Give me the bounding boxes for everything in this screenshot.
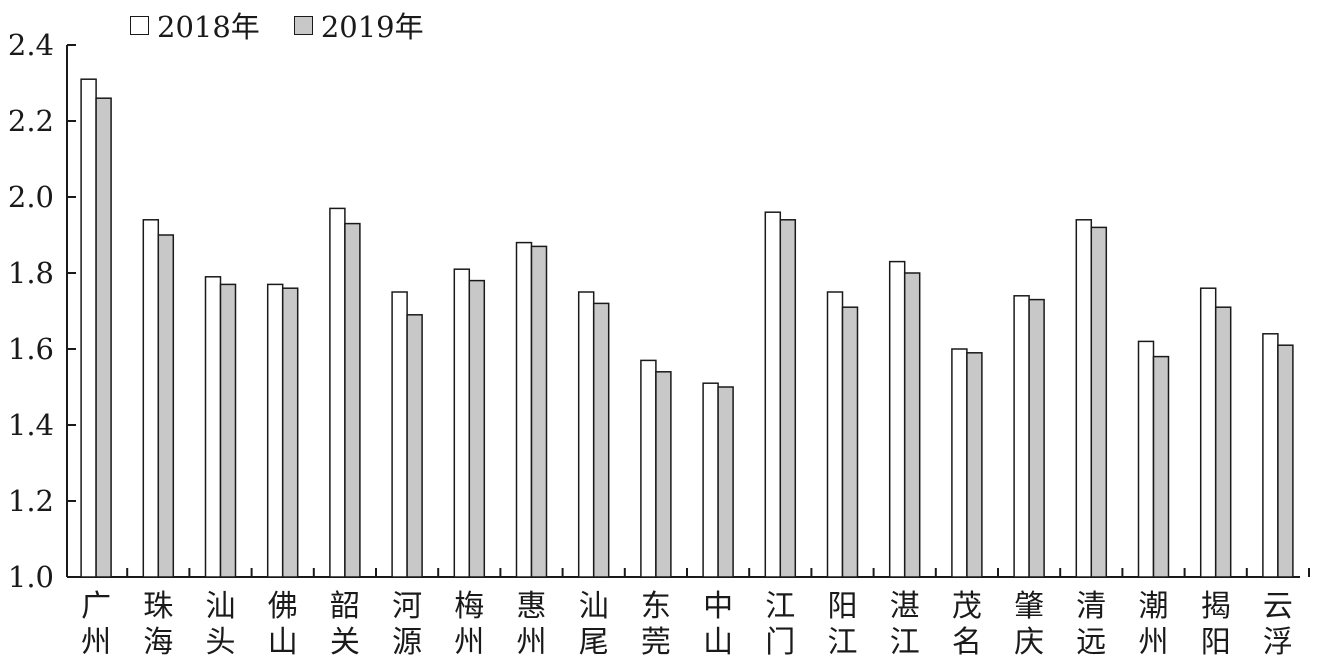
bar-2018 bbox=[204, 276, 222, 578]
bar-2018 bbox=[951, 348, 968, 578]
x-tick-label: 清远 bbox=[1076, 589, 1106, 660]
bar-2019 bbox=[966, 352, 983, 578]
bar-2018 bbox=[142, 219, 160, 578]
bar-2018 bbox=[1075, 219, 1093, 578]
bar-2019 bbox=[1090, 226, 1108, 578]
y-tick-label: 1.2 bbox=[8, 484, 54, 518]
x-tick-label: 东莞 bbox=[641, 589, 671, 660]
y-tick-label: 2.0 bbox=[8, 180, 54, 214]
x-tick-label: 河源 bbox=[392, 589, 422, 660]
bar-2018 bbox=[1137, 340, 1155, 578]
x-tick-label: 广州 bbox=[81, 589, 111, 660]
legend-item-2019: 2019年 bbox=[293, 4, 424, 46]
bar-2018 bbox=[266, 283, 284, 578]
bar-2019 bbox=[903, 272, 921, 578]
x-tick-label: 江门 bbox=[765, 589, 795, 660]
bar-2019 bbox=[1214, 306, 1232, 578]
bar-2018 bbox=[702, 382, 719, 578]
x-tick-label: 韶关 bbox=[330, 589, 360, 660]
tick-labels: 1.0 1.2 1.4 1.6 1.8 2.0 2.2 2.4 广州珠海汕头佛山韶关河源梅州惠州… bbox=[8, 28, 1293, 660]
bar-2019 bbox=[717, 386, 734, 578]
x-tick-label: 中山 bbox=[703, 589, 733, 660]
x-tick-label: 云浮 bbox=[1263, 589, 1293, 660]
y-tick-label: 2.2 bbox=[8, 104, 54, 138]
bar-2018 bbox=[640, 359, 657, 578]
bar-2019 bbox=[281, 287, 299, 578]
bar-2018 bbox=[1199, 287, 1217, 578]
y-tick-label: 1.0 bbox=[8, 560, 54, 594]
x-tick-label: 茂名 bbox=[952, 589, 982, 660]
legend-item-2018: 2018年 bbox=[130, 4, 260, 46]
bar-2018 bbox=[80, 78, 97, 578]
x-tick-label: 佛山 bbox=[268, 589, 298, 660]
legend-label-2018: 2018年 bbox=[157, 10, 260, 44]
bar-2018 bbox=[1262, 333, 1279, 578]
bar-2019 bbox=[1152, 355, 1170, 578]
bar-2018 bbox=[1013, 295, 1030, 578]
axes bbox=[66, 44, 1310, 578]
bar-2018 bbox=[391, 291, 408, 578]
x-tick-label: 肇庆 bbox=[1014, 589, 1044, 660]
x-tick-label: 湛江 bbox=[890, 589, 920, 660]
bars bbox=[80, 78, 1294, 578]
bar-2019 bbox=[157, 234, 175, 578]
x-tick-label: 潮州 bbox=[1139, 589, 1169, 660]
bar-2019 bbox=[841, 306, 859, 578]
bar-2018 bbox=[453, 268, 471, 578]
legend-swatch-2018 bbox=[130, 15, 149, 35]
bar-2018 bbox=[826, 291, 844, 578]
legend-label-2019: 2019年 bbox=[320, 10, 424, 44]
x-tick-label: 揭阳 bbox=[1201, 589, 1231, 660]
bar-2019 bbox=[1028, 298, 1045, 578]
bar-2018 bbox=[515, 241, 533, 578]
y-tick-label: 1.6 bbox=[8, 332, 54, 366]
bar-2019 bbox=[530, 245, 548, 578]
bar-2018 bbox=[577, 291, 595, 578]
x-tick-label: 汕头 bbox=[206, 589, 236, 660]
y-tick-label: 2.4 bbox=[8, 28, 54, 62]
bar-2019 bbox=[406, 314, 423, 578]
bar-2019 bbox=[779, 219, 797, 578]
x-tick-label: 惠州 bbox=[517, 589, 547, 660]
legend: 2018年 2019年 bbox=[130, 4, 458, 46]
bar-2019 bbox=[344, 222, 361, 578]
bar-2018 bbox=[888, 260, 906, 578]
x-tick-label: 珠海 bbox=[143, 589, 173, 660]
x-tick-label: 汕尾 bbox=[579, 589, 609, 660]
x-tick-label: 梅州 bbox=[454, 589, 484, 660]
bar-2019 bbox=[1277, 344, 1294, 578]
bar-2018 bbox=[329, 207, 346, 578]
bar-2019 bbox=[468, 279, 486, 578]
bar-2019 bbox=[219, 283, 237, 578]
y-tick-label: 1.8 bbox=[8, 256, 54, 290]
bar-2019 bbox=[95, 97, 112, 578]
legend-swatch-2019 bbox=[293, 15, 313, 35]
y-tick-label: 1.4 bbox=[8, 408, 54, 442]
bar-2018 bbox=[764, 211, 782, 578]
bar-2019 bbox=[655, 371, 672, 578]
bar-2019 bbox=[592, 302, 610, 578]
x-tick-label: 阳江 bbox=[828, 589, 858, 660]
